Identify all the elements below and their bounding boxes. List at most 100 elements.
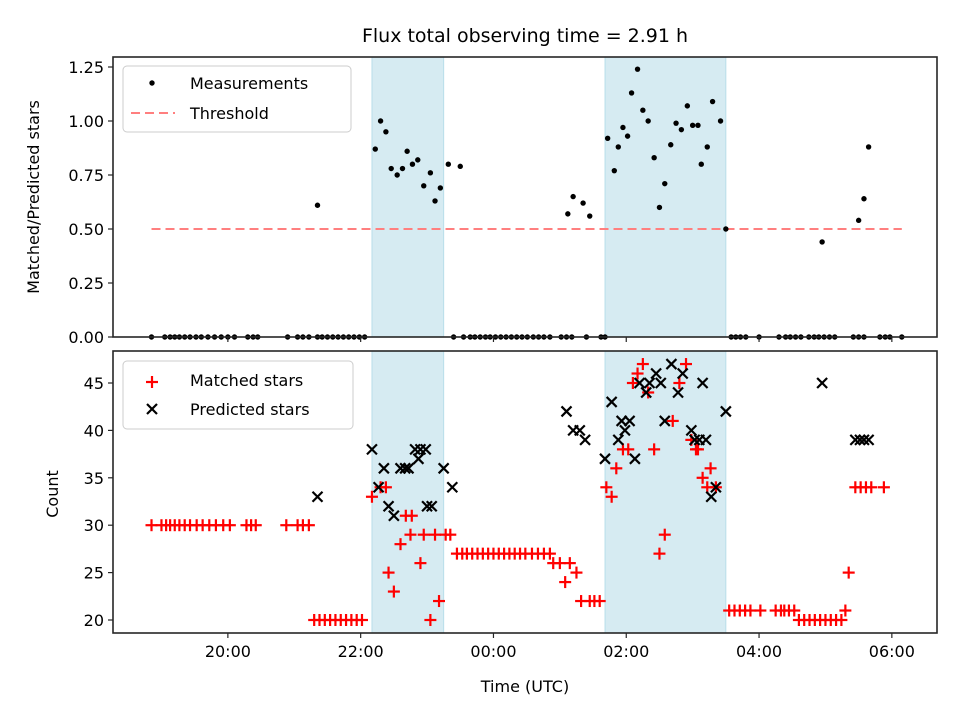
measurement-point bbox=[698, 161, 704, 167]
count-axes: 20 25 30 35 40 45 20:00 22:00 00:00 02:00 04:00 06… bbox=[43, 350, 938, 696]
predicted-star-point bbox=[605, 396, 618, 408]
x-tick-label: 22:00 bbox=[338, 642, 384, 661]
measurement-point bbox=[399, 165, 406, 172]
count-y-ticks: 20 25 30 35 40 45 bbox=[84, 374, 113, 630]
measurement-point bbox=[427, 170, 434, 176]
y-tick-label: 0.50 bbox=[68, 220, 104, 239]
legend-label-measurements: Measurements bbox=[190, 74, 308, 93]
measurement-point bbox=[656, 204, 663, 211]
ratio-y-axis-label: Matched/Predicted stars bbox=[24, 100, 43, 294]
matched-star-point bbox=[424, 614, 437, 626]
measurement-point bbox=[421, 183, 427, 189]
matched-star-point bbox=[658, 528, 671, 541]
predicted-star-point bbox=[425, 500, 438, 513]
matched-star-point bbox=[394, 538, 407, 551]
matched-star-point bbox=[754, 604, 767, 617]
predicted-star-point bbox=[574, 424, 586, 437]
matched-star-point bbox=[405, 509, 418, 522]
legend-label-threshold: Threshold bbox=[189, 104, 269, 123]
predicted-star-point bbox=[402, 462, 415, 475]
predicted-star-point bbox=[655, 377, 667, 389]
measurement-point bbox=[383, 129, 389, 135]
matched-star-point bbox=[387, 585, 400, 598]
count-axes-frame bbox=[112, 350, 938, 634]
predicted-star-point bbox=[419, 443, 432, 456]
matched-star-point bbox=[382, 566, 395, 579]
predicted-star-point bbox=[816, 377, 828, 389]
predicted-star-point bbox=[629, 453, 641, 465]
x-tick-label: 02:00 bbox=[603, 642, 649, 661]
measurement-point bbox=[570, 193, 576, 200]
matched-star-point bbox=[666, 414, 679, 427]
y-tick-label: 0.75 bbox=[68, 166, 104, 185]
predicted-star-point bbox=[437, 462, 450, 475]
measurement-point bbox=[388, 165, 394, 172]
predicted-star-point bbox=[858, 434, 870, 446]
matched-star-point bbox=[673, 377, 686, 389]
measurement-point bbox=[611, 167, 618, 174]
measurement-point bbox=[565, 211, 571, 217]
observing-window-span bbox=[604, 350, 727, 634]
y-tick-label: 1.25 bbox=[68, 58, 104, 77]
predicted-star-point bbox=[676, 367, 689, 380]
measurement-point bbox=[819, 239, 825, 245]
measurement-point bbox=[709, 98, 716, 105]
y-tick-label: 40 bbox=[84, 421, 104, 440]
measurement-point bbox=[604, 135, 611, 141]
measurement-point bbox=[717, 118, 724, 124]
count-y-axis-label: Count bbox=[43, 470, 62, 518]
y-tick-label: 0.25 bbox=[68, 274, 104, 293]
y-tick-label: 25 bbox=[84, 564, 104, 583]
matched-star-point bbox=[417, 528, 430, 541]
matched-star-point bbox=[593, 595, 606, 608]
ratio-legend-box bbox=[122, 65, 352, 133]
matched-star-point bbox=[249, 519, 262, 532]
predicted-star-point bbox=[650, 367, 662, 380]
matched-star-point bbox=[600, 481, 613, 494]
ratio-axes: 0.00 0.25 0.50 0.75 1.00 1.25 Matched/Predict… bbox=[24, 56, 938, 347]
matched-star-point bbox=[839, 604, 852, 617]
predicted-star-point bbox=[640, 386, 652, 399]
matched-star-point bbox=[691, 443, 704, 456]
measurement-point bbox=[457, 163, 463, 170]
ratio-y-ticks: 0.00 0.25 0.50 0.75 1.00 1.25 bbox=[68, 58, 113, 347]
count-legend: Matched stars Predicted stars bbox=[122, 360, 354, 430]
y-tick-label: 0.00 bbox=[68, 328, 104, 347]
predicted-star-point bbox=[633, 377, 646, 389]
matched-star-point bbox=[404, 528, 417, 541]
matched-star-point bbox=[653, 547, 666, 560]
count-x-ticks: 20:00 22:00 00:00 02:00 04:00 06:00 bbox=[205, 633, 915, 661]
measurement-point bbox=[689, 122, 696, 129]
measurement-point bbox=[678, 126, 685, 133]
measurement-point bbox=[377, 118, 384, 124]
matched-star-point bbox=[788, 604, 801, 617]
measurement-point bbox=[437, 185, 444, 191]
measurement-point bbox=[673, 120, 679, 126]
matched-star-point bbox=[280, 519, 293, 532]
matched-star-point bbox=[865, 481, 878, 494]
predicted-star-point bbox=[378, 462, 390, 475]
predicted-star-point bbox=[700, 434, 712, 446]
measurement-point bbox=[861, 196, 867, 202]
predicted-star-point bbox=[710, 481, 722, 494]
matched-star-point bbox=[835, 614, 848, 626]
y-tick-label: 1.00 bbox=[68, 112, 104, 131]
matched-star-point bbox=[379, 481, 392, 494]
measurement-point bbox=[432, 198, 438, 204]
matched-star-point bbox=[433, 595, 446, 608]
measurement-point bbox=[445, 161, 452, 167]
x-tick-label: 00:00 bbox=[470, 642, 516, 661]
ratio-axes-frame bbox=[112, 56, 938, 338]
matched-star-point bbox=[414, 557, 427, 570]
predicted-star-point bbox=[665, 358, 678, 370]
observing-window-span bbox=[371, 350, 445, 634]
predicted-star-point bbox=[612, 434, 625, 446]
measurement-point bbox=[394, 172, 400, 178]
measurement-point bbox=[415, 157, 421, 163]
legend-label-predicted: Predicted stars bbox=[190, 400, 310, 419]
predicted-star-point bbox=[619, 424, 631, 437]
legend-matched-plus-icon bbox=[146, 376, 158, 388]
matched-star-point bbox=[570, 566, 583, 579]
matched-star-point bbox=[223, 519, 236, 532]
